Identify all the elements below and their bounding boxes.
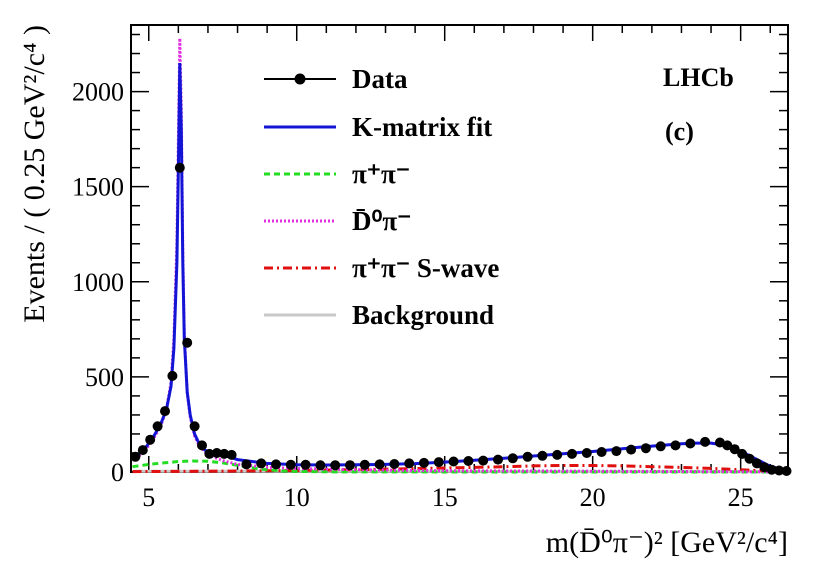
data-point bbox=[537, 450, 548, 461]
data-point bbox=[330, 460, 341, 471]
data-point bbox=[152, 421, 163, 432]
data-point bbox=[182, 337, 193, 348]
x-tick-labels: 5 10 15 20 25 bbox=[142, 483, 753, 512]
data-point bbox=[700, 436, 711, 447]
x-tick-label: 15 bbox=[432, 483, 458, 512]
data-point bbox=[160, 406, 170, 417]
legend-label: Background bbox=[352, 300, 494, 330]
legend-label: K-matrix fit bbox=[352, 112, 492, 142]
data-point bbox=[596, 447, 607, 457]
x-tick-label: 5 bbox=[142, 483, 155, 512]
data-point bbox=[493, 454, 503, 465]
x-axis-title: m(D̄⁰π⁻)² [GeV²/c⁴] bbox=[546, 526, 788, 559]
data-point bbox=[197, 440, 207, 451]
data-point bbox=[189, 421, 200, 432]
data-point bbox=[145, 434, 156, 445]
axis-ticks bbox=[131, 25, 788, 473]
y-tick-labels: 0 500 1000 1500 2000 bbox=[72, 78, 124, 487]
data-point bbox=[374, 459, 385, 470]
data-point bbox=[611, 446, 622, 457]
data-point bbox=[433, 457, 444, 468]
data-point bbox=[241, 459, 252, 470]
y-axis-title: Events / ( 0.25 GeV²/c⁴ ) bbox=[18, 25, 51, 323]
pipi-curve bbox=[132, 459, 785, 474]
x-tick-label: 25 bbox=[728, 483, 754, 512]
data-point bbox=[404, 458, 415, 469]
data-point bbox=[204, 448, 215, 459]
y-tick-label: 2000 bbox=[72, 78, 124, 107]
data-point bbox=[345, 460, 355, 471]
x-tick-label: 20 bbox=[580, 483, 606, 512]
data-point bbox=[766, 464, 777, 475]
data-point bbox=[256, 458, 267, 469]
data-point bbox=[655, 441, 666, 452]
legend-label: Data bbox=[352, 64, 408, 94]
data-point bbox=[419, 457, 429, 468]
data-point bbox=[670, 440, 681, 451]
data-point bbox=[174, 162, 185, 173]
data-point bbox=[626, 444, 637, 455]
data-point bbox=[478, 455, 489, 466]
legend-entry-background: Background bbox=[264, 300, 494, 330]
data-point bbox=[315, 460, 326, 471]
y-tick-label: 1000 bbox=[72, 268, 124, 297]
data-point bbox=[271, 459, 281, 470]
data-point bbox=[448, 456, 459, 467]
data-point bbox=[685, 438, 696, 449]
data-point bbox=[581, 448, 592, 458]
data-point bbox=[167, 370, 178, 381]
data-point bbox=[285, 459, 296, 470]
data-point bbox=[389, 459, 400, 469]
data-point bbox=[552, 449, 563, 460]
kmatrix-fit-curve bbox=[131, 62, 786, 472]
data-point bbox=[219, 448, 230, 459]
data-point bbox=[137, 445, 148, 456]
data-point bbox=[722, 440, 733, 451]
data-point bbox=[751, 458, 762, 469]
data-point bbox=[507, 453, 518, 464]
legend-entry-data: Data bbox=[264, 64, 408, 94]
y-tick-label: 1500 bbox=[72, 173, 124, 202]
data-point bbox=[744, 453, 755, 464]
data-point bbox=[737, 448, 748, 459]
data-point bbox=[359, 459, 370, 470]
data-point bbox=[463, 456, 474, 466]
data-point bbox=[729, 444, 740, 455]
data-point bbox=[300, 459, 311, 470]
data-point bbox=[522, 451, 533, 462]
legend-entry-dpi: D̄⁰π⁻ bbox=[264, 206, 411, 236]
legend-entry-pipi: π⁺π⁻ bbox=[264, 159, 410, 189]
legend-entry-swave: π⁺π⁻ S-wave bbox=[264, 253, 499, 283]
data-point bbox=[640, 443, 651, 454]
y-tick-label: 0 bbox=[111, 458, 124, 487]
data-point bbox=[774, 465, 785, 476]
data-point bbox=[211, 448, 222, 458]
legend-label: π⁺π⁻ bbox=[352, 159, 410, 189]
data-points bbox=[130, 162, 792, 476]
curves bbox=[131, 38, 786, 474]
panel-label: (c) bbox=[665, 117, 694, 146]
legend-entry-fit: K-matrix fit bbox=[264, 112, 492, 142]
legend: Data K-matrix fit π⁺π⁻ D̄⁰π⁻ π⁺π⁻ S-wave… bbox=[264, 64, 499, 330]
legend-label: π⁺π⁻ S-wave bbox=[352, 253, 499, 283]
plot-frame bbox=[130, 24, 789, 473]
data-point bbox=[781, 466, 792, 476]
data-point bbox=[130, 451, 141, 462]
legend-label: D̄⁰π⁻ bbox=[352, 206, 411, 236]
lhcb-label: LHCb bbox=[663, 63, 734, 92]
data-point bbox=[226, 449, 237, 460]
data-point bbox=[567, 448, 577, 459]
x-tick-label: 10 bbox=[284, 483, 310, 512]
y-tick-label: 500 bbox=[85, 363, 124, 392]
